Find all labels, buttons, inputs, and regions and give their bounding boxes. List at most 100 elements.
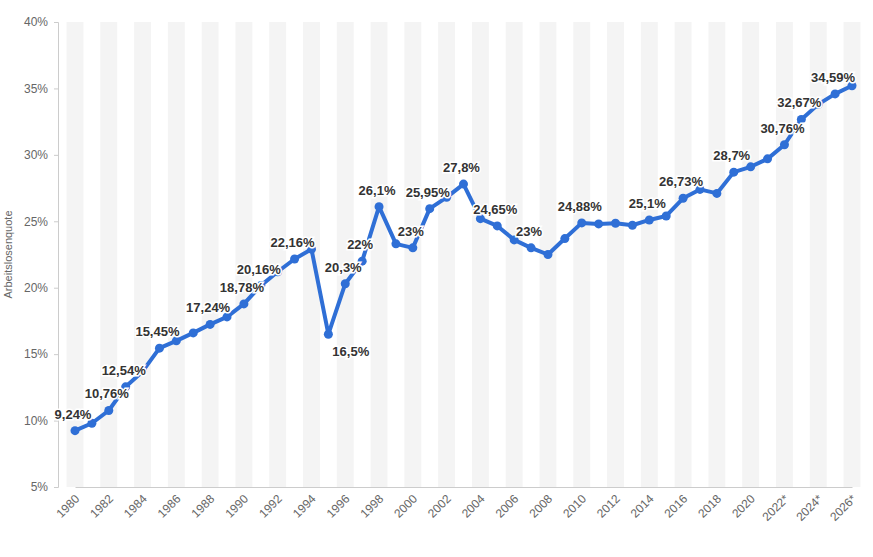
marker xyxy=(104,406,113,415)
marker xyxy=(391,239,400,248)
data-label: 10,76% xyxy=(85,386,130,401)
y-tick: 5% xyxy=(31,480,58,494)
background-band xyxy=(810,22,827,487)
y-axis-title: Arbeitslosenquote xyxy=(2,210,14,298)
background-band xyxy=(371,22,388,487)
data-label: 28,7% xyxy=(713,148,750,163)
marker xyxy=(155,344,164,353)
marker xyxy=(239,299,248,308)
background-band xyxy=(168,22,185,487)
background-band xyxy=(438,22,455,487)
background-band xyxy=(269,22,286,487)
y-tick-mark xyxy=(54,354,58,355)
background-band xyxy=(202,22,219,487)
data-label: 22,16% xyxy=(271,235,316,250)
x-tick: 2010 xyxy=(560,487,589,521)
data-label: 26,1% xyxy=(359,183,396,198)
x-tick: 1990 xyxy=(222,487,251,521)
y-tick-mark xyxy=(54,221,58,222)
x-tick-label: 1992 xyxy=(256,492,285,521)
y-tick-mark xyxy=(54,487,58,488)
x-axis-line xyxy=(76,487,853,488)
marker xyxy=(324,330,333,339)
data-label: 24,65% xyxy=(473,202,518,217)
marker xyxy=(831,89,840,98)
y-tick-label: 25% xyxy=(24,215,48,229)
data-label: 34,59% xyxy=(811,70,856,85)
y-axis: 5%10%15%20%25%30%35%40% xyxy=(24,15,59,494)
line xyxy=(75,86,852,431)
background-band xyxy=(844,22,861,487)
data-label: 17,24% xyxy=(186,300,231,315)
background-band xyxy=(776,22,793,487)
data-label: 25,1% xyxy=(629,196,666,211)
background-band xyxy=(641,22,658,487)
marker xyxy=(780,140,789,149)
x-tick: 1998 xyxy=(358,487,387,521)
x-tick: 1986 xyxy=(155,487,184,521)
data-label: 16,5% xyxy=(332,344,369,359)
marker xyxy=(746,162,755,171)
background-band xyxy=(134,22,151,487)
x-tick: 2026* xyxy=(827,487,859,524)
x-tick: 2018 xyxy=(695,487,724,521)
x-tick: 1988 xyxy=(189,487,218,521)
y-tick-label: 40% xyxy=(24,15,48,29)
background-bands xyxy=(67,22,861,487)
x-tick-label: 2020 xyxy=(729,492,758,521)
marker xyxy=(425,204,434,213)
x-tick: 2008 xyxy=(526,487,555,521)
background-band xyxy=(472,22,489,487)
x-tick-label: 2004 xyxy=(459,492,488,521)
x-tick-label: 1998 xyxy=(358,492,387,521)
marker xyxy=(543,250,552,259)
y-tick: 25% xyxy=(24,215,58,229)
plot-area xyxy=(71,81,857,435)
y-tick: 40% xyxy=(24,15,58,29)
marker xyxy=(712,189,721,198)
x-tick-label: 1984 xyxy=(121,492,150,521)
x-tick-label: 1996 xyxy=(324,492,353,521)
data-label: 27,8% xyxy=(443,160,480,175)
background-band xyxy=(506,22,523,487)
x-tick-label: 2000 xyxy=(391,492,420,521)
data-label: 18,78% xyxy=(220,280,265,295)
marker xyxy=(577,218,586,227)
background-band xyxy=(708,22,725,487)
x-tick-label: 2022* xyxy=(760,492,792,524)
x-tick-label: 1982 xyxy=(87,492,116,521)
x-tick-label: 2016 xyxy=(662,492,691,521)
x-tick-label: 1980 xyxy=(53,492,82,521)
y-tick-mark xyxy=(54,155,58,156)
marker xyxy=(628,221,637,230)
x-tick: 1992 xyxy=(256,487,285,521)
x-tick-label: 2010 xyxy=(560,492,589,521)
y-tick: 30% xyxy=(24,148,58,162)
x-tick: 2024* xyxy=(793,487,825,524)
x-tick-label: 1988 xyxy=(189,492,218,521)
data-label: 22% xyxy=(347,237,373,252)
marker xyxy=(341,279,350,288)
data-label: 15,45% xyxy=(135,324,180,339)
x-tick: 1996 xyxy=(324,487,353,521)
x-tick: 1980 xyxy=(53,487,82,521)
background-band xyxy=(742,22,759,487)
marker xyxy=(189,328,198,337)
background-band xyxy=(404,22,421,487)
y-tick: 35% xyxy=(24,82,58,96)
x-tick: 2020 xyxy=(729,487,758,521)
y-tick-mark xyxy=(54,88,58,89)
marker xyxy=(71,426,80,435)
marker xyxy=(662,211,671,220)
x-tick: 2000 xyxy=(391,487,420,521)
data-label: 12,54% xyxy=(102,363,147,378)
marker xyxy=(729,168,738,177)
x-tick-label: 2024* xyxy=(793,492,825,524)
x-tick: 1982 xyxy=(87,487,116,521)
x-tick-label: 1986 xyxy=(155,492,184,521)
data-label: 20,3% xyxy=(325,260,362,275)
x-tick: 2014 xyxy=(628,487,657,521)
y-tick-label: 10% xyxy=(24,414,48,428)
background-band xyxy=(675,22,692,487)
x-axis: 1980198219841986198819901992199419961998… xyxy=(53,487,859,524)
